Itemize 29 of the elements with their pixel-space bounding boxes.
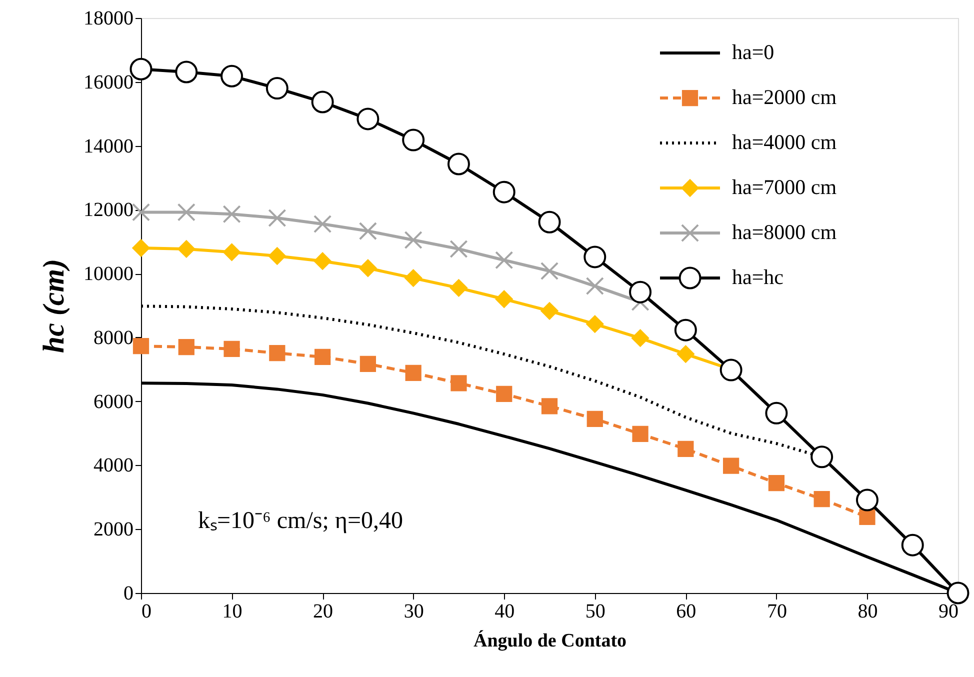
y-tick-label: 18000 — [84, 8, 134, 30]
x-tick-label: 10 — [222, 600, 242, 622]
y-tick-label: 6000 — [94, 390, 134, 413]
y-tick-label: 8000 — [94, 326, 134, 349]
y-tick-label: 4000 — [94, 454, 134, 477]
x-tick-label: 80 — [858, 600, 878, 622]
y-tick-label: 2000 — [94, 518, 134, 541]
y-axis-title: hc (cm) — [38, 258, 70, 354]
legend-label: ha=0 — [732, 40, 774, 64]
x-tick-label: 20 — [313, 600, 334, 622]
annotation: kₛ=10⁻⁶ cm/s; η=0,40 — [198, 508, 403, 534]
x-tick-label: 40 — [494, 600, 515, 622]
x-tick-label: 70 — [766, 600, 787, 622]
y-tick-label: 10000 — [84, 263, 134, 286]
legend-label: ha=hc — [732, 265, 784, 289]
y-tick-label: 12000 — [84, 199, 134, 222]
x-tick-label: 30 — [404, 600, 424, 622]
y-tick-label: 14000 — [84, 135, 134, 158]
legend-label: ha=7000 cm — [732, 175, 837, 199]
x-tick-label: 90 — [938, 600, 958, 622]
x-tick-label: 60 — [676, 600, 696, 622]
x-tick-label: 0 — [142, 600, 152, 622]
legend-label: ha=8000 cm — [732, 220, 837, 244]
y-tick-label: 0 — [124, 582, 134, 604]
x-axis-title: Ángulo de Contato — [473, 630, 627, 652]
x-tick-label: 50 — [585, 600, 606, 622]
legend-label: ha=2000 cm — [732, 85, 837, 109]
y-tick-label: 16000 — [84, 71, 134, 94]
legend-label: ha=4000 cm — [732, 130, 837, 154]
